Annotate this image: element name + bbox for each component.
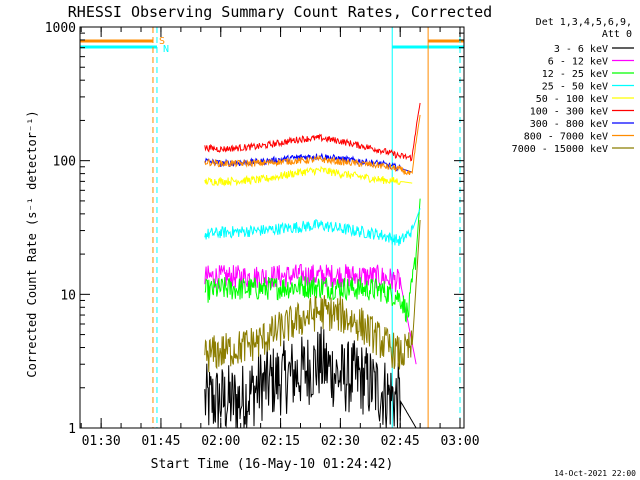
- y-axis-label: Corrected Count Rate (s⁻¹ detector⁻¹): [25, 110, 39, 377]
- x-axis-label: Start Time (16-May-10 01:24:42): [151, 457, 394, 472]
- legend-entry-label: 3 - 6 keV: [554, 44, 608, 55]
- chart-title: RHESSI Observing Summary Count Rates, Co…: [68, 3, 492, 21]
- series-line-8: [204, 219, 421, 373]
- y-tick-label: 100: [53, 155, 76, 170]
- legend-entry-label: 800 - 7000 keV: [524, 132, 608, 143]
- footer-timestamp: 14-Oct-2021 22:00: [554, 469, 636, 478]
- plot-area: SN: [80, 27, 464, 429]
- y-tick-label: 1000: [45, 21, 76, 36]
- night-marker-label: N: [163, 44, 169, 55]
- series-line-2: [204, 198, 421, 323]
- axes: 1 10 100 1000 01:30 01:45 02:00 02:15 02:30 02:45…: [45, 21, 480, 449]
- x-tick-label: 02:45: [381, 434, 420, 449]
- y-tick-label: 1: [68, 422, 76, 437]
- legend-header: Det 1,3,4,5,6,9,: [536, 17, 632, 28]
- series-line-7: [204, 114, 421, 176]
- legend-entry-label: 6 - 12 keV: [548, 57, 608, 68]
- series-line-1: [204, 264, 417, 365]
- legend-entry-label: 300 - 800 keV: [530, 119, 608, 130]
- legend-entry-label: 25 - 50 keV: [542, 82, 608, 93]
- series-line-3: [204, 208, 421, 246]
- legend-entry-label: 7000 - 15000 keV: [512, 144, 608, 155]
- legend-entry-label: 100 - 300 keV: [530, 107, 608, 118]
- plot-frame: [79, 26, 465, 429]
- x-tick-label: 01:45: [141, 434, 180, 449]
- legend-entry-label: 50 - 100 keV: [536, 94, 608, 105]
- legend-entry-label: 12 - 25 keV: [542, 69, 608, 80]
- x-tick-label: 02:00: [201, 434, 240, 449]
- series-line-5: [204, 102, 421, 162]
- saa-marker-label: S: [159, 36, 165, 47]
- x-tick-label: 01:30: [82, 434, 121, 449]
- series-line-0: [204, 326, 417, 429]
- x-tick-label: 02:30: [321, 434, 360, 449]
- legend: Det 1,3,4,5,6,9,Att 0 3 - 6 keV 6 - 12 keV…: [512, 17, 634, 155]
- y-tick-label: 10: [60, 288, 76, 303]
- legend-header: Att 0: [602, 29, 632, 40]
- x-tick-label: 03:00: [440, 434, 479, 449]
- series-line-4: [204, 165, 413, 187]
- x-tick-label: 02:15: [261, 434, 300, 449]
